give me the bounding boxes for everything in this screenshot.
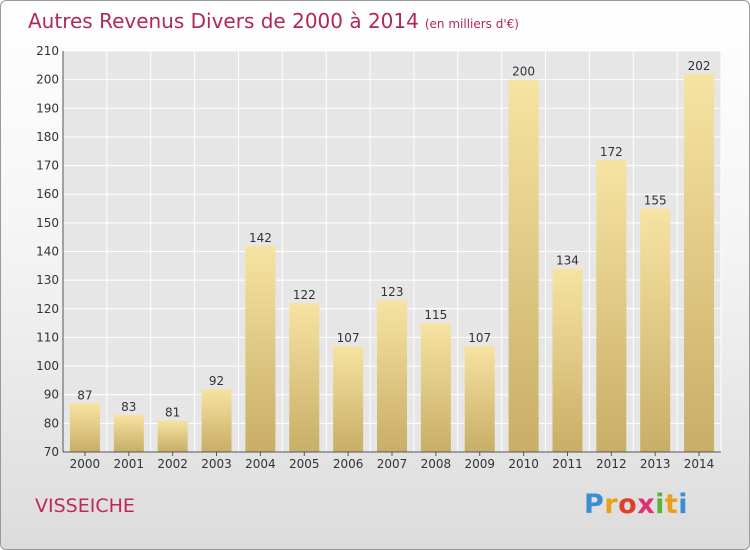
data-label-2001: 83 xyxy=(121,400,136,414)
x-tick-label-2007: 2007 xyxy=(377,457,408,471)
data-label-2005: 122 xyxy=(293,288,316,302)
y-tick-label: 80 xyxy=(44,416,59,430)
bar-2001 xyxy=(113,414,144,452)
x-tick-label-2001: 2001 xyxy=(114,457,145,471)
bar-2005 xyxy=(289,303,320,452)
data-label-2013: 155 xyxy=(644,194,667,208)
data-label-2012: 172 xyxy=(600,145,623,159)
bar-2012 xyxy=(596,159,627,453)
y-tick-label: 140 xyxy=(36,245,59,259)
chart-title: Autres Revenus Divers de 2000 à 2014 (en … xyxy=(28,9,519,33)
y-tick-label: 180 xyxy=(36,130,59,144)
logo-letter: x xyxy=(637,489,656,520)
y-tick-label: 110 xyxy=(36,330,59,344)
x-tick-label-2008: 2008 xyxy=(421,457,452,471)
x-tick-label-2011: 2011 xyxy=(552,457,583,471)
data-label-2007: 123 xyxy=(381,285,404,299)
title-unit: (en milliers d'€) xyxy=(424,17,519,31)
y-tick-label: 190 xyxy=(36,101,59,115)
bar-2010 xyxy=(508,79,539,453)
commune-name: VISSEICHE xyxy=(35,495,135,517)
data-label-2008: 115 xyxy=(424,308,447,322)
bar-2013 xyxy=(640,208,671,452)
data-label-2000: 87 xyxy=(77,388,92,402)
bar-2003 xyxy=(201,388,232,452)
data-label-2010: 200 xyxy=(512,65,535,79)
y-tick-label: 200 xyxy=(36,73,59,87)
logo-letter: r xyxy=(604,489,619,520)
bar-2000 xyxy=(69,403,100,452)
logo-letter: i xyxy=(655,489,665,520)
bar-2004 xyxy=(245,245,276,452)
data-label-2006: 107 xyxy=(337,331,360,345)
y-tick-label: 100 xyxy=(36,359,59,373)
data-label-2004: 142 xyxy=(249,231,272,245)
logo-letter: t xyxy=(664,489,679,520)
x-tick-label-2000: 2000 xyxy=(70,457,101,471)
bar-2002 xyxy=(157,420,188,452)
logo-letter: i xyxy=(678,489,689,520)
x-tick-label-2006: 2006 xyxy=(333,457,364,471)
bar-2009 xyxy=(464,346,495,452)
proxiti-logo: Proxiti xyxy=(584,489,688,520)
y-tick-label: 160 xyxy=(36,187,59,201)
x-tick-label-2005: 2005 xyxy=(289,457,320,471)
y-tick-label: 70 xyxy=(44,445,59,459)
x-tick-label-2010: 2010 xyxy=(508,457,539,471)
bar-2006 xyxy=(333,346,364,452)
y-tick-label: 150 xyxy=(36,216,59,230)
y-tick-label: 170 xyxy=(36,159,59,173)
y-tick-label: 130 xyxy=(36,273,59,287)
data-label-2002: 81 xyxy=(165,405,180,419)
data-label-2003: 92 xyxy=(209,374,224,388)
x-tick-label-2002: 2002 xyxy=(157,457,188,471)
y-tick-label: 120 xyxy=(36,302,59,316)
logo-letter: o xyxy=(618,489,638,520)
data-label-2014: 202 xyxy=(688,59,711,73)
data-label-2011: 134 xyxy=(556,254,579,268)
bar-2014 xyxy=(684,73,715,453)
x-tick-label-2004: 2004 xyxy=(245,457,276,471)
bar-2008 xyxy=(420,323,451,452)
x-tick-label-2014: 2014 xyxy=(684,457,715,471)
y-tick-label: 210 xyxy=(36,44,59,58)
x-tick-label-2013: 2013 xyxy=(640,457,671,471)
x-tick-label-2012: 2012 xyxy=(596,457,627,471)
data-label-2009: 107 xyxy=(468,331,491,345)
bar-2007 xyxy=(377,300,407,452)
y-tick-label: 90 xyxy=(44,388,59,402)
x-tick-label-2009: 2009 xyxy=(464,457,495,471)
x-tick-label-2003: 2003 xyxy=(201,457,232,471)
title-text: Autres Revenus Divers de 2000 à 2014 xyxy=(28,9,419,33)
bar-2011 xyxy=(552,268,583,452)
logo-letter: P xyxy=(584,489,605,520)
